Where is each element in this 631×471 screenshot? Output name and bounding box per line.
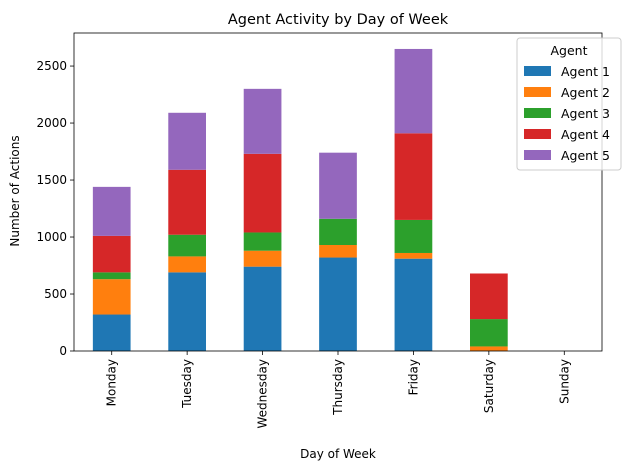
legend-swatch-agent-4 bbox=[524, 129, 551, 139]
bar-segment-thursday-agent-1 bbox=[319, 257, 357, 351]
y-tick-label: 500 bbox=[44, 287, 67, 301]
x-tick-label-thursday: Thursday bbox=[331, 359, 345, 416]
bar-segment-wednesday-agent-4 bbox=[243, 153, 282, 233]
bar-segment-monday-agent-5 bbox=[92, 186, 131, 236]
x-tick-label-saturday: Saturday bbox=[482, 359, 496, 413]
bar-segment-friday-agent-5 bbox=[394, 48, 433, 134]
x-tick-label-friday: Friday bbox=[406, 359, 420, 395]
axes-layer: 0 500 1000 1500 2000 2500 Monday Tuesday Wednesd… bbox=[36, 32, 603, 428]
bar-segment-tuesday-agent-4 bbox=[168, 169, 206, 235]
x-tick-label-wednesday: Wednesday bbox=[256, 359, 270, 428]
bar-segment-friday-agent-4 bbox=[394, 133, 433, 220]
legend-swatch-agent-3 bbox=[524, 108, 551, 118]
bar-segment-thursday-agent-3 bbox=[319, 218, 357, 245]
legend-swatch-agent-5 bbox=[524, 150, 551, 160]
bar-segment-tuesday-agent-5 bbox=[168, 112, 206, 170]
plot-frame bbox=[73, 32, 603, 352]
legend-swatch-agent-2 bbox=[524, 87, 551, 97]
bar-segment-monday-agent-4 bbox=[92, 235, 131, 273]
bar-segment-wednesday-agent-2 bbox=[243, 250, 282, 267]
bar-segment-monday-agent-3 bbox=[92, 272, 131, 280]
bar-segment-thursday-agent-2 bbox=[319, 245, 357, 258]
bar-segment-wednesday-agent-5 bbox=[243, 88, 282, 154]
bar-segment-friday-agent-1 bbox=[394, 258, 433, 351]
legend-swatch-agent-1 bbox=[524, 66, 551, 76]
y-tick-label: 0 bbox=[59, 344, 67, 358]
bar-segment-saturday-agent-2 bbox=[470, 346, 508, 351]
legend-title: Agent bbox=[551, 43, 588, 58]
y-tick-label: 2000 bbox=[36, 116, 67, 130]
x-axis-label: Day of Week bbox=[300, 447, 376, 461]
legend-label-agent-5: Agent 5 bbox=[561, 148, 610, 163]
y-axis-label: Number of Actions bbox=[8, 135, 22, 246]
legend: Agent Agent 1 Agent 2 Agent 3 Agent 4 Agent … bbox=[516, 37, 622, 171]
bar-segment-wednesday-agent-1 bbox=[243, 266, 282, 351]
bar-segment-friday-agent-3 bbox=[394, 219, 433, 253]
bar-segment-monday-agent-1 bbox=[92, 314, 131, 351]
bars-layer bbox=[92, 48, 508, 351]
bar-segment-monday-agent-2 bbox=[92, 279, 131, 315]
bar-segment-wednesday-agent-3 bbox=[243, 232, 282, 251]
bar-segment-saturday-agent-3 bbox=[470, 319, 508, 347]
bar-segment-thursday-agent-5 bbox=[319, 152, 357, 219]
x-tick-label-tuesday: Tuesday bbox=[180, 359, 194, 409]
bar-segment-tuesday-agent-3 bbox=[168, 234, 206, 257]
chart-title: Agent Activity by Day of Week bbox=[228, 12, 449, 28]
legend-label-agent-4: Agent 4 bbox=[561, 127, 610, 142]
x-tick-label-monday: Monday bbox=[105, 359, 119, 406]
bar-segment-tuesday-agent-2 bbox=[168, 256, 206, 273]
bar-segment-tuesday-agent-1 bbox=[168, 272, 206, 351]
y-tick-label: 1000 bbox=[36, 230, 67, 244]
y-tick-label: 2500 bbox=[36, 59, 67, 73]
legend-label-agent-3: Agent 3 bbox=[561, 106, 610, 121]
bar-segment-friday-agent-2 bbox=[394, 252, 433, 259]
x-tick-label-sunday: Sunday bbox=[557, 359, 571, 404]
legend-label-agent-2: Agent 2 bbox=[561, 85, 610, 100]
y-tick-label: 1500 bbox=[36, 173, 67, 187]
legend-label-agent-1: Agent 1 bbox=[561, 64, 610, 79]
bar-segment-saturday-agent-4 bbox=[470, 273, 508, 320]
